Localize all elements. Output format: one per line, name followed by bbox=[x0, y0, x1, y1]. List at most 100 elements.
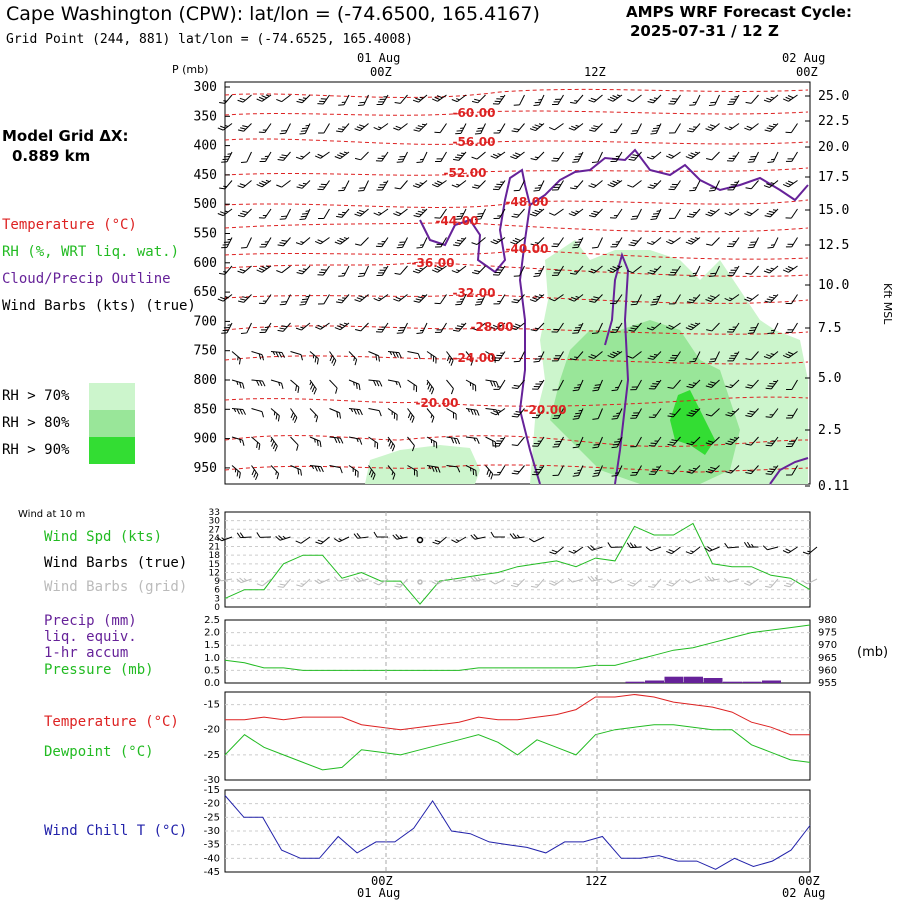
profile-wind-barb bbox=[610, 294, 623, 305]
profile-wind-barb bbox=[767, 322, 779, 334]
pressure-tick-label: 800 bbox=[194, 373, 217, 388]
rh70-swatch bbox=[89, 383, 135, 410]
wind-barb-true bbox=[470, 533, 486, 540]
profile-wind-barb bbox=[705, 294, 720, 302]
wind-10m-caption: Wind at 10 m bbox=[18, 509, 86, 520]
profile-wind-barb bbox=[490, 322, 506, 330]
height-tick-label: 0.11 bbox=[818, 479, 849, 494]
profile-wind-barb bbox=[394, 265, 408, 275]
windchill-grid bbox=[225, 803, 810, 859]
wind-barb-grid bbox=[314, 578, 330, 584]
legend-rh80: RH > 80% bbox=[2, 415, 70, 431]
precip-tick-label: 0.5 bbox=[204, 665, 220, 676]
profile-wind-barb bbox=[725, 408, 740, 417]
temperature-contour-label: -56.00 bbox=[453, 135, 496, 149]
profile-wind-barb bbox=[727, 265, 740, 276]
profile-wind-barb bbox=[279, 294, 291, 306]
profile-wind-barb bbox=[589, 294, 603, 303]
profile-wind-barb bbox=[348, 351, 358, 366]
legend-temperature: Temperature (°C) bbox=[2, 217, 137, 233]
wind-barb-true bbox=[256, 532, 272, 538]
profile-wind-barb bbox=[393, 123, 408, 131]
profile-wind-barb bbox=[511, 123, 525, 133]
profile-wind-barb bbox=[568, 208, 584, 217]
profile-wind-barb bbox=[647, 351, 662, 360]
wind-tick-label: 33 bbox=[209, 508, 220, 518]
windchill-panel: -15 -20 -25 -30 -35 -40 -45 bbox=[204, 785, 811, 878]
profile-wind-barb bbox=[705, 408, 720, 417]
profile-wind-barb bbox=[765, 436, 779, 447]
rh-90-area bbox=[670, 390, 715, 455]
profile-wind-barb bbox=[667, 379, 681, 389]
profile-wind-barb bbox=[727, 94, 740, 105]
label-pressure: Pressure (mb) bbox=[44, 662, 154, 678]
profile-wind-barb bbox=[646, 322, 662, 331]
profile-wind-barb bbox=[314, 151, 330, 159]
profile-wind-barb bbox=[630, 436, 642, 448]
profile-wind-barb bbox=[610, 151, 623, 162]
wind-frame bbox=[224, 511, 811, 608]
profile-wind-barb bbox=[533, 265, 545, 277]
profile-wind-barb bbox=[474, 123, 486, 135]
wind-tick-label: 9 bbox=[214, 577, 220, 587]
profile-wind-barb bbox=[334, 237, 350, 245]
pressure-axis-label: P (mb) bbox=[172, 63, 208, 76]
profile-wind-barb bbox=[647, 180, 662, 189]
profile-wind-barb bbox=[451, 94, 467, 103]
label-1hr-accum: 1-hr accum bbox=[44, 645, 129, 661]
profile-wind-barb bbox=[219, 265, 233, 275]
bottom-date-left: 01 Aug bbox=[357, 886, 400, 900]
pressure-tick-label: 965 bbox=[818, 653, 837, 664]
precip-bar bbox=[684, 676, 703, 683]
windchill-tick-label: -30 bbox=[204, 826, 220, 837]
profile-wind-barb bbox=[609, 208, 623, 219]
profile-wind-barb bbox=[786, 408, 798, 419]
profile-wind-barb bbox=[532, 379, 545, 390]
rh-70-area bbox=[365, 445, 480, 484]
profile-wind-barb bbox=[529, 208, 545, 217]
profile-wind-barb bbox=[407, 465, 418, 477]
profile-wind-barb bbox=[452, 237, 467, 247]
wind-barb-grid bbox=[666, 578, 681, 587]
profile-wind-barb bbox=[407, 351, 421, 360]
profile-wind-barb bbox=[290, 379, 300, 393]
profile-wind-barb bbox=[219, 94, 233, 104]
profile-wind-barb bbox=[611, 379, 623, 392]
profile-wind-barb bbox=[471, 237, 486, 246]
profile-wind-barb bbox=[650, 208, 662, 220]
time-gridlines bbox=[385, 512, 598, 872]
profile-wind-barb bbox=[354, 208, 369, 217]
profile-wind-barb bbox=[685, 151, 701, 160]
profile-wind-barb bbox=[552, 465, 564, 477]
isotherm bbox=[224, 396, 809, 407]
profile-wind-barb bbox=[295, 151, 311, 160]
profile-wind-barb bbox=[290, 436, 299, 451]
pressure-tick-label: 350 bbox=[194, 109, 217, 124]
profile-wind-barb bbox=[532, 436, 545, 447]
profile-wind-barb bbox=[530, 322, 545, 332]
profile-wind-barb bbox=[387, 379, 402, 388]
profile-wind-barb bbox=[348, 408, 363, 416]
profile-wind-barb bbox=[785, 208, 798, 219]
profile-panel: 300 350 400 450 500 550 600 650 700 750 800 850 900 9… bbox=[172, 63, 894, 494]
profile-wind-barb bbox=[705, 379, 720, 388]
wind-barb-true bbox=[704, 546, 720, 552]
profile-wind-barb bbox=[251, 465, 259, 481]
wind-barb-true bbox=[549, 546, 564, 555]
cloud-outline-path bbox=[769, 457, 809, 485]
wind-barb-true bbox=[607, 542, 623, 548]
label-wind-chill: Wind Chill T (°C) bbox=[44, 823, 188, 839]
wind-barb-true bbox=[645, 546, 662, 552]
pressure-tick-label: 955 bbox=[818, 678, 837, 689]
profile-wind-barb bbox=[647, 94, 662, 104]
wind-tick-label: 24 bbox=[209, 534, 221, 544]
dewpoint-line bbox=[224, 724, 811, 771]
height-tick-label: 15.0 bbox=[818, 203, 849, 218]
profile-wind-barb bbox=[407, 408, 415, 423]
top-date-left: 01 Aug bbox=[357, 51, 400, 65]
wind-tick-label: 18 bbox=[209, 551, 221, 561]
profile-wind-barb bbox=[708, 180, 720, 192]
profile-wind-barb bbox=[686, 294, 701, 304]
precip-frame bbox=[224, 619, 811, 684]
precip-bar bbox=[645, 680, 664, 683]
